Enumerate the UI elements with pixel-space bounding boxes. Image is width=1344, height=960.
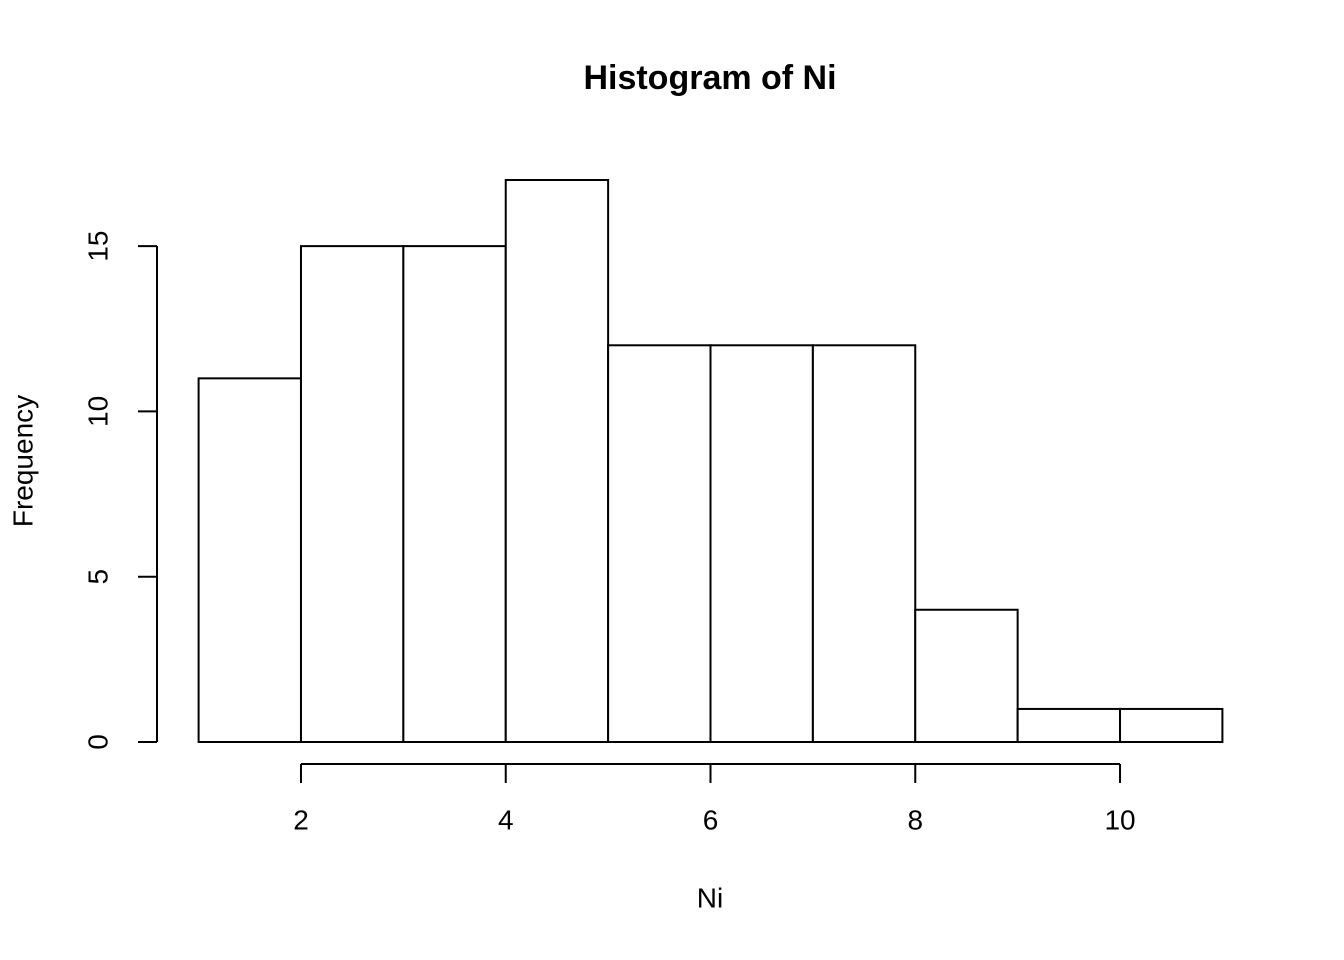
x-tick-label: 2: [293, 804, 309, 835]
y-tick-label: 5: [82, 569, 113, 585]
y-tick-label: 15: [82, 231, 113, 262]
bar: [811, 344, 917, 743]
y-tick-label: 0: [82, 734, 113, 750]
bar: [607, 344, 712, 743]
bar: [402, 245, 507, 743]
bar: [1119, 707, 1224, 743]
y-axis-label: Frequency: [7, 395, 38, 527]
bar: [709, 344, 814, 743]
x-axis-label: Ni: [697, 882, 723, 913]
bar: [197, 377, 302, 743]
y-tick-label: 10: [82, 396, 113, 427]
bar: [504, 179, 610, 743]
x-tick-label: 10: [1104, 804, 1135, 835]
bar: [1016, 707, 1122, 743]
bar: [914, 608, 1019, 743]
chart-title: Histogram of Ni: [583, 59, 836, 97]
x-tick-label: 8: [907, 804, 923, 835]
bar: [299, 245, 405, 743]
x-tick-label: 4: [498, 804, 514, 835]
x-tick-label: 6: [703, 804, 719, 835]
